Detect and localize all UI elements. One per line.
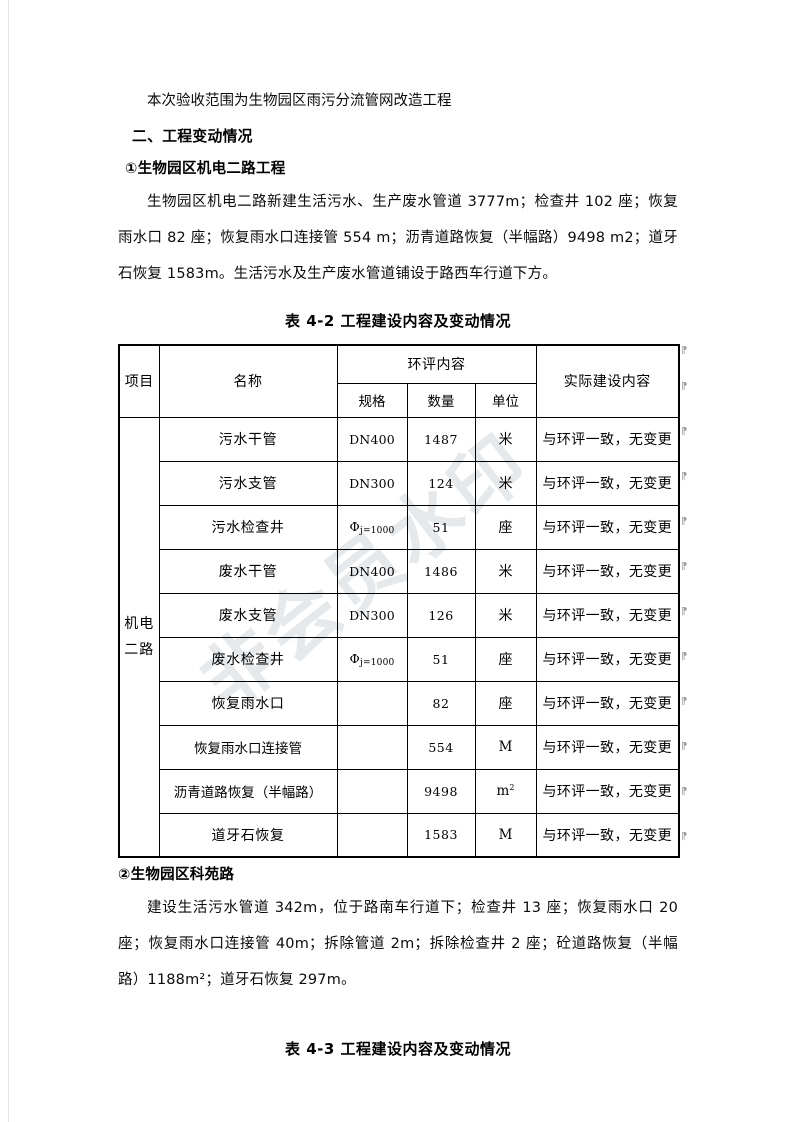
paragraph-mark-icon: ⁋ [681, 561, 688, 572]
paragraph-mark-icon: ⁋ [681, 381, 688, 392]
paragraph-mark-icon: ⁋ [681, 741, 688, 752]
paragraph-mark-icon: ⁋ [681, 606, 688, 617]
table-header-row-2: 规格 数量 单位 [119, 382, 679, 418]
cell-quantity: 1487 [406, 416, 476, 462]
section-heading: 二、工程变动情况 [132, 128, 253, 145]
cell-actual-content: 与环评一致，无变更 [535, 724, 680, 770]
table-row: 恢复雨水口 82 座与环评一致，无变更 [119, 680, 680, 726]
paragraph-mark-icon: ⁋ [681, 426, 688, 437]
paragraph-mark-icon: ⁋ [681, 831, 688, 842]
cell-actual-content: 与环评一致，无变更 [535, 680, 680, 726]
cell-spec: DN300 [336, 460, 408, 506]
paragraph-mark-icon: ⁋ [681, 345, 688, 356]
cell-spec [336, 768, 408, 814]
cell-quantity: 82 [406, 680, 476, 726]
table-row: 废水检查井 Φj=1000 51 座与环评一致，无变更 [119, 636, 680, 682]
cell-quantity: 1583 [406, 812, 476, 858]
cell-actual-content: 与环评一致，无变更 [535, 592, 680, 638]
cell-actual-content: 与环评一致，无变更 [535, 416, 680, 462]
cell-actual-content: 与环评一致，无变更 [535, 768, 680, 814]
cell-name: 污水检查井 [158, 504, 338, 550]
table-body: 机电二路 污水干管 DN400 1487 米与环评一致，无变更 污水支管 DN300 124 米… [118, 416, 680, 858]
cell-quantity: 51 [406, 504, 476, 550]
cell-project: 机电二路 [118, 416, 160, 858]
cell-spec [336, 724, 408, 770]
table-row: 废水支管 DN300 126 米与环评一致，无变更 [119, 592, 680, 638]
cell-unit: 米 [474, 548, 537, 594]
cell-actual-content: 与环评一致，无变更 [535, 548, 680, 594]
subsection-2-heading: ②生物园区科苑路 [118, 867, 235, 883]
paragraph-mark-icon: ⁋ [681, 651, 688, 662]
cell-actual-content: 与环评一致，无变更 [535, 636, 680, 682]
table-head: 项目 名称 环评内容 实际建设内容 规格 数量 单位 [118, 344, 680, 418]
cell-unit: 座 [474, 680, 537, 726]
cell-quantity: 554 [406, 724, 476, 770]
header-project: 项目 [118, 344, 160, 418]
cell-unit: 米 [474, 460, 537, 506]
cell-spec: Φj=1000 [336, 504, 408, 550]
paragraph-mark-icon: ⁋ [681, 516, 688, 527]
cell-spec [336, 680, 408, 726]
header-actual-content: 实际建设内容 [535, 344, 680, 418]
table-row: 恢复雨水口连接管 554 M 与环评一致，无变更 [119, 724, 680, 770]
cell-unit: 座 [474, 504, 537, 550]
construction-content-table: 项目 名称 环评内容 实际建设内容 规格 数量 单位 机电二路 污水干管 DN400… [118, 344, 681, 858]
cell-name: 废水检查井 [158, 636, 338, 682]
header-eia-content: 环评内容 [336, 344, 537, 384]
cell-spec [336, 812, 408, 858]
cell-name: 道牙石恢复 [158, 812, 338, 858]
table-4-2-caption: 表 4-2 工程建设内容及变动情况 [284, 312, 512, 330]
cell-quantity: 126 [406, 592, 476, 638]
table-row: 污水支管 DN300 124 米与环评一致，无变更 [119, 460, 680, 506]
cell-name: 废水支管 [158, 592, 338, 638]
cell-spec: Φj=1000 [336, 636, 408, 682]
paragraph-mark-icon: ⁋ [681, 471, 688, 482]
cell-name: 恢复雨水口连接管 [158, 724, 338, 770]
cell-name: 污水支管 [158, 460, 338, 506]
header-name: 名称 [158, 344, 338, 418]
subsection-2-paragraph: 建设生活污水管道 342m，位于路南车行道下；检查井 13 座；恢复雨水口 20… [118, 900, 678, 988]
cell-quantity: 1486 [406, 548, 476, 594]
cell-name: 污水干管 [158, 416, 338, 462]
paragraph-mark-icon: ⁋ [681, 696, 688, 707]
table-header-row-1: 项目 名称 环评内容 实际建设内容 [118, 344, 680, 418]
paragraph-mark-icon: ⁋ [681, 786, 688, 797]
cell-quantity: 9498 [406, 768, 476, 814]
cell-actual-content: 与环评一致，无变更 [535, 812, 680, 858]
table-row: 废水干管 DN400 1486 米与环评一致，无变更 [119, 548, 680, 594]
table-row: 道牙石恢复 1583 M 与环评一致，无变更 [119, 812, 680, 858]
header-spec: 规格 [336, 382, 408, 418]
header-quantity: 数量 [406, 382, 476, 418]
cell-spec: DN400 [336, 548, 408, 594]
table-row: 机电二路 污水干管 DN400 1487 米与环评一致，无变更 [118, 416, 680, 858]
cell-name: 恢复雨水口 [158, 680, 338, 726]
cell-unit: 座 [474, 636, 537, 682]
cell-actual-content: 与环评一致，无变更 [535, 504, 680, 550]
header-unit: 单位 [474, 382, 537, 418]
page-left-edge [8, 0, 9, 1122]
subsection-1-paragraph: 生物园区机电二路新建生活污水、生产废水管道 3777m；检查井 102 座；恢复… [118, 194, 678, 282]
cell-unit: M [474, 812, 537, 858]
cell-spec: DN400 [336, 416, 408, 462]
cell-unit: m2 [474, 768, 537, 814]
cell-spec: DN300 [336, 592, 408, 638]
table-row: 污水检查井 Φj=1000 51 座与环评一致，无变更 [119, 504, 680, 550]
table-4-3-caption: 表 4-3 工程建设内容及变动情况 [284, 1040, 512, 1058]
cell-quantity: 51 [406, 636, 476, 682]
cell-unit: 米 [474, 416, 537, 462]
subsection-1-heading: ①生物园区机电二路工程 [125, 161, 286, 177]
cell-quantity: 124 [406, 460, 476, 506]
cell-unit: M [474, 724, 537, 770]
cell-unit: 米 [474, 592, 537, 638]
table-row: 沥青道路恢复（半幅路） 9498 m2 与环评一致，无变更 [119, 768, 680, 814]
cell-name: 废水干管 [158, 548, 338, 594]
lead-paragraph: 本次验收范围为生物园区雨污分流管网改造工程 [147, 93, 452, 109]
document-content: 本次验收范围为生物园区雨污分流管网改造工程 二、工程变动情况 ①生物园区机电二路… [118, 0, 681, 1072]
cell-actual-content: 与环评一致，无变更 [535, 460, 680, 506]
cell-name: 沥青道路恢复（半幅路） [158, 768, 338, 814]
